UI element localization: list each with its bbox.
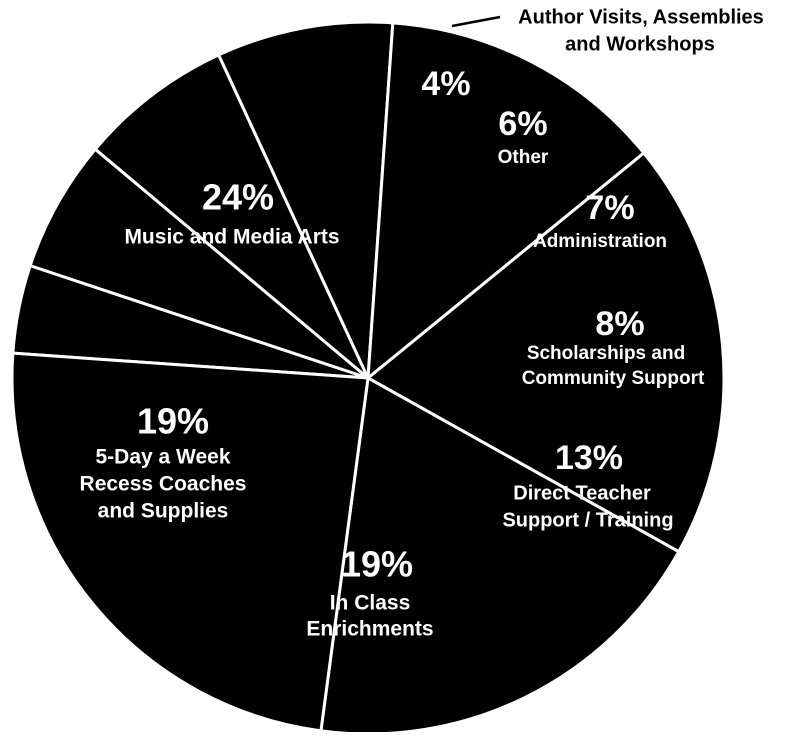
slice-category-label: Direct Teacher [513,482,651,504]
pie-slice-4 [217,20,395,380]
pie-slice-3 [93,53,370,380]
slice-percent-label: 8% [595,305,644,343]
slice-category-label: In Class [330,592,411,615]
slice-percent-label: 6% [498,105,547,143]
slice-percent-label: 7% [585,189,634,227]
slice-category-label: Recess Coaches [80,473,247,496]
pie-slice-2 [28,147,370,380]
pie-slice-5 [366,21,646,380]
pie-slice-6 [366,151,726,554]
callout-leader-line [451,15,501,28]
pie-slice-8 [10,351,370,733]
slice-category-label: 5-Day a Week [95,446,230,469]
slice-category-label: Community Support [522,368,705,389]
slice-category-label: Administration [533,231,667,252]
slice-category-label: Scholarships and [527,343,685,364]
slice-category-label: Music and Media Arts [124,226,339,249]
slice-category-label: Other [498,147,549,168]
slice-category-label: Support / Training [502,509,673,531]
callout-label: and Workshops [565,33,715,55]
slice-percent-label: 19% [137,401,209,442]
slice-category-label: Enrichments [306,618,433,641]
slice-category-label: and Supplies [98,500,229,523]
slice-percent-label: 4% [421,65,470,103]
slice-percent-label: 13% [555,439,623,477]
slice-percent-label: 19% [341,544,413,585]
slice-percent-label: 24% [202,177,274,218]
callout-label: Author Visits, Assemblies [518,6,764,28]
